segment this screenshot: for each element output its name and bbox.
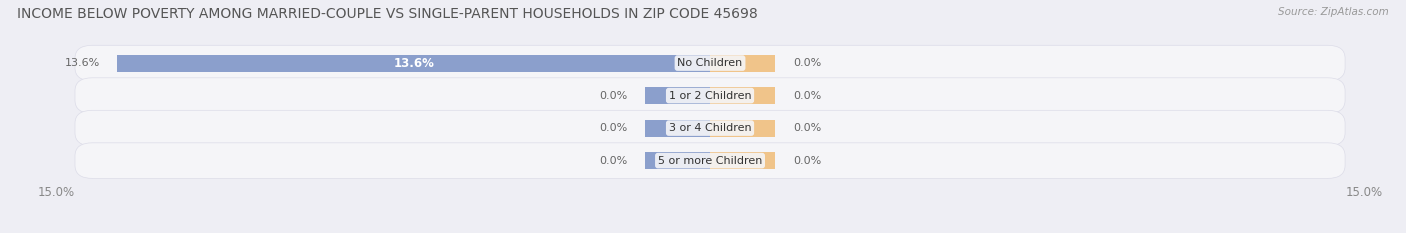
Text: 13.6%: 13.6% — [65, 58, 100, 68]
Text: 0.0%: 0.0% — [793, 156, 821, 166]
Text: Source: ZipAtlas.com: Source: ZipAtlas.com — [1278, 7, 1389, 17]
Text: 0.0%: 0.0% — [793, 58, 821, 68]
Text: 0.0%: 0.0% — [599, 91, 627, 101]
Bar — [710, 152, 776, 169]
Text: 0.0%: 0.0% — [599, 156, 627, 166]
Text: INCOME BELOW POVERTY AMONG MARRIED-COUPLE VS SINGLE-PARENT HOUSEHOLDS IN ZIP COD: INCOME BELOW POVERTY AMONG MARRIED-COUPL… — [17, 7, 758, 21]
FancyBboxPatch shape — [75, 143, 1346, 178]
Text: 0.0%: 0.0% — [793, 123, 821, 133]
Text: 0.0%: 0.0% — [599, 123, 627, 133]
FancyBboxPatch shape — [75, 45, 1346, 81]
Bar — [644, 152, 710, 169]
Text: 0.0%: 0.0% — [793, 91, 821, 101]
Text: 13.6%: 13.6% — [394, 57, 434, 70]
Bar — [644, 120, 710, 137]
FancyBboxPatch shape — [75, 110, 1346, 146]
FancyBboxPatch shape — [75, 78, 1346, 113]
Text: 3 or 4 Children: 3 or 4 Children — [669, 123, 751, 133]
Text: 1 or 2 Children: 1 or 2 Children — [669, 91, 751, 101]
Text: No Children: No Children — [678, 58, 742, 68]
Text: 5 or more Children: 5 or more Children — [658, 156, 762, 166]
Bar — [117, 55, 710, 72]
Bar — [710, 55, 776, 72]
Bar — [710, 120, 776, 137]
Bar — [644, 87, 710, 104]
Bar — [710, 87, 776, 104]
